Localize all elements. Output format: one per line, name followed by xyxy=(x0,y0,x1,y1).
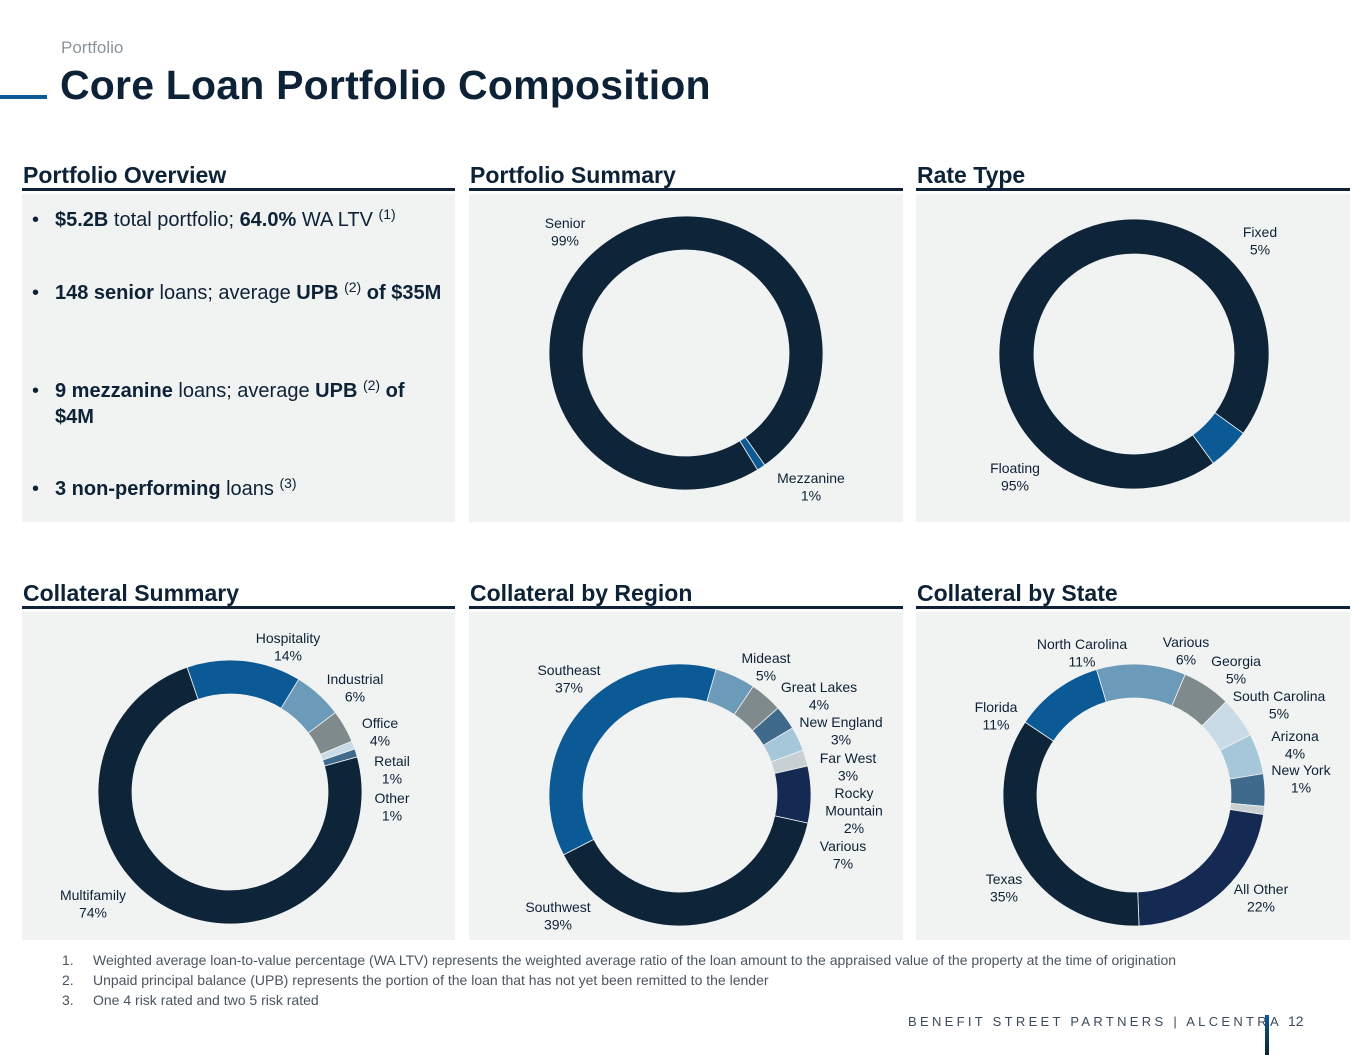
bullet-bold: of $4M xyxy=(55,380,405,428)
panel-header-summary: Portfolio Summary xyxy=(469,158,903,191)
brand-accent-bar xyxy=(1265,1015,1269,1055)
panel-title-region: Collateral by Region xyxy=(470,580,693,606)
rate-type-label-floating: Floating 95% xyxy=(990,460,1040,494)
collateral-state-slice-north-carolina xyxy=(1096,663,1186,707)
footnote-number: 3. xyxy=(62,992,74,1008)
footnote-number: 1. xyxy=(62,952,74,968)
panel-title-summary: Portfolio Summary xyxy=(470,162,676,188)
bullet-bold: 3 non-performing xyxy=(55,478,221,500)
collateral-region-label-new-england: New England 3% xyxy=(799,714,882,748)
bullet-item: • 9 mezzanine loans; average UPB (2) of … xyxy=(32,378,442,430)
collateral-state-label-arizona: Arizona 4% xyxy=(1271,728,1319,762)
bullet-bold: $5.2B xyxy=(55,209,109,231)
brand-wordmark: BENEFIT STREET PARTNERS | ALCENTRA xyxy=(908,1014,1282,1029)
bullet-bold: 148 senior xyxy=(55,282,154,304)
footnote-text: Unpaid principal balance (UPB) represent… xyxy=(93,972,769,988)
bullet-dot-icon: • xyxy=(32,282,40,304)
panel-header-overview: Portfolio Overview xyxy=(22,158,455,191)
panel-header-rate: Rate Type xyxy=(916,158,1350,191)
bullet-footnote-ref: (1) xyxy=(378,206,396,222)
footnote-text: One 4 risk rated and two 5 risk rated xyxy=(93,992,319,1008)
collateral-summary-label-industrial: Industrial 6% xyxy=(327,671,384,705)
panel-header-state: Collateral by State xyxy=(916,576,1350,609)
panel-title-state: Collateral by State xyxy=(917,580,1118,606)
collateral-region-label-various: Various 7% xyxy=(820,838,866,872)
bullet-item: • 148 senior loans; average UPB (2) of $… xyxy=(32,280,442,306)
bullet-bold: UPB xyxy=(296,282,339,304)
bullet-dot-icon: • xyxy=(32,209,40,231)
bullet-item: • $5.2B total portfolio; 64.0% WA LTV (1… xyxy=(32,207,442,233)
footnote-text: Weighted average loan-to-value percentag… xyxy=(93,952,1177,968)
collateral-region-label-southeast: Southeast 37% xyxy=(537,662,600,696)
portfolio-summary-slice-senior xyxy=(548,215,824,491)
collateral-region-label-southwest: Southwest 39% xyxy=(525,899,590,933)
collateral-state-label-texas: Texas 35% xyxy=(986,871,1023,905)
title-accent-bar xyxy=(0,95,47,99)
bullet-footnote-ref: (3) xyxy=(279,475,297,491)
bullet-text: loans; average xyxy=(153,282,297,304)
bullet-item: • 3 non-performing loans (3) xyxy=(32,476,442,502)
collateral-state-label-georgia: Georgia 5% xyxy=(1211,653,1261,687)
collateral-state-label-various: Various 6% xyxy=(1163,634,1209,668)
collateral-region-slice-southwest xyxy=(562,815,809,927)
collateral-region-slice-southeast xyxy=(548,663,717,856)
portfolio-summary-label-senior: Senior 99% xyxy=(545,215,586,249)
collateral-summary-label-office: Office 4% xyxy=(362,715,399,749)
bullet-bold: 64.0% xyxy=(239,209,297,231)
collateral-summary-slice-multifamily xyxy=(97,666,363,925)
footnote-number: 2. xyxy=(62,972,74,988)
panel-title-rate: Rate Type xyxy=(917,162,1026,188)
collateral-region-label-mideast: Mideast 5% xyxy=(741,650,790,684)
portfolio-summary-slice-mezzanine xyxy=(739,436,766,471)
bullet-bold: UPB xyxy=(315,380,358,402)
bullet-text: total portfolio; xyxy=(108,209,240,231)
collateral-region-label-great-lakes: Great Lakes 4% xyxy=(781,679,857,713)
bullet-dot-icon: • xyxy=(32,380,40,402)
collateral-state-label-south-carolina: South Carolina 5% xyxy=(1233,688,1326,722)
collateral-state-slice-texas xyxy=(1002,721,1140,927)
bullet-dot-icon: • xyxy=(32,478,40,500)
page-title: Core Loan Portfolio Composition xyxy=(60,62,711,108)
collateral-summary-slice-hospitality xyxy=(186,659,300,709)
page-number: 12 xyxy=(1288,1013,1304,1029)
collateral-summary-label-hospitality: Hospitality 14% xyxy=(256,630,321,664)
bullet-text: loans xyxy=(220,478,280,500)
bullet-bold: 9 mezzanine xyxy=(55,380,173,402)
panel-overview xyxy=(22,194,455,522)
bullet-footnote-ref: (2) xyxy=(362,377,381,393)
collateral-state-label-all-other: All Other 22% xyxy=(1234,881,1289,915)
collateral-summary-label-multifamily: Multifamily 74% xyxy=(60,887,126,921)
collateral-state-slice-all-other xyxy=(1137,809,1264,927)
bullet-footnote-ref: (2) xyxy=(344,279,362,295)
panel-title-collateral: Collateral Summary xyxy=(23,580,240,606)
rate-type-slice-floating xyxy=(998,218,1270,490)
page-eyebrow: Portfolio xyxy=(61,38,124,57)
collateral-region-slice-various xyxy=(774,765,812,824)
portfolio-summary-label-mezzanine: Mezzanine 1% xyxy=(777,470,845,504)
collateral-state-slice-florida xyxy=(1024,668,1107,742)
bullet-text: WA LTV xyxy=(296,209,379,231)
panel-title-overview: Portfolio Overview xyxy=(23,162,227,188)
panel-header-region: Collateral by Region xyxy=(469,576,903,609)
collateral-state-slice-arizona xyxy=(1229,773,1266,807)
bullet-text: loans; average xyxy=(172,380,316,402)
collateral-summary-label-retail: Retail 1% xyxy=(374,753,410,787)
collateral-region-label-rocky-mountain: Rocky Mountain 2% xyxy=(825,785,883,836)
collateral-region-label-far-west: Far West 3% xyxy=(820,750,877,784)
collateral-summary-label-other: Other 1% xyxy=(374,790,409,824)
bullet-bold: of $35M xyxy=(361,282,442,304)
collateral-state-label-north-carolina: North Carolina 11% xyxy=(1037,636,1127,670)
panel-header-collateral: Collateral Summary xyxy=(22,576,455,609)
rate-type-label-fixed: Fixed 5% xyxy=(1243,224,1277,258)
rate-type-slice-fixed xyxy=(1192,412,1244,464)
collateral-state-label-florida: Florida 11% xyxy=(975,699,1018,733)
collateral-state-label-new-york: New York 1% xyxy=(1271,762,1331,796)
